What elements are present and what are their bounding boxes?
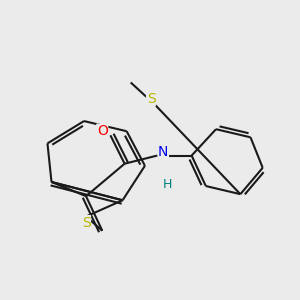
Text: H: H bbox=[163, 178, 172, 190]
Text: O: O bbox=[97, 124, 108, 138]
Text: S: S bbox=[147, 92, 155, 106]
Text: N: N bbox=[158, 145, 168, 158]
Text: S: S bbox=[82, 216, 90, 230]
